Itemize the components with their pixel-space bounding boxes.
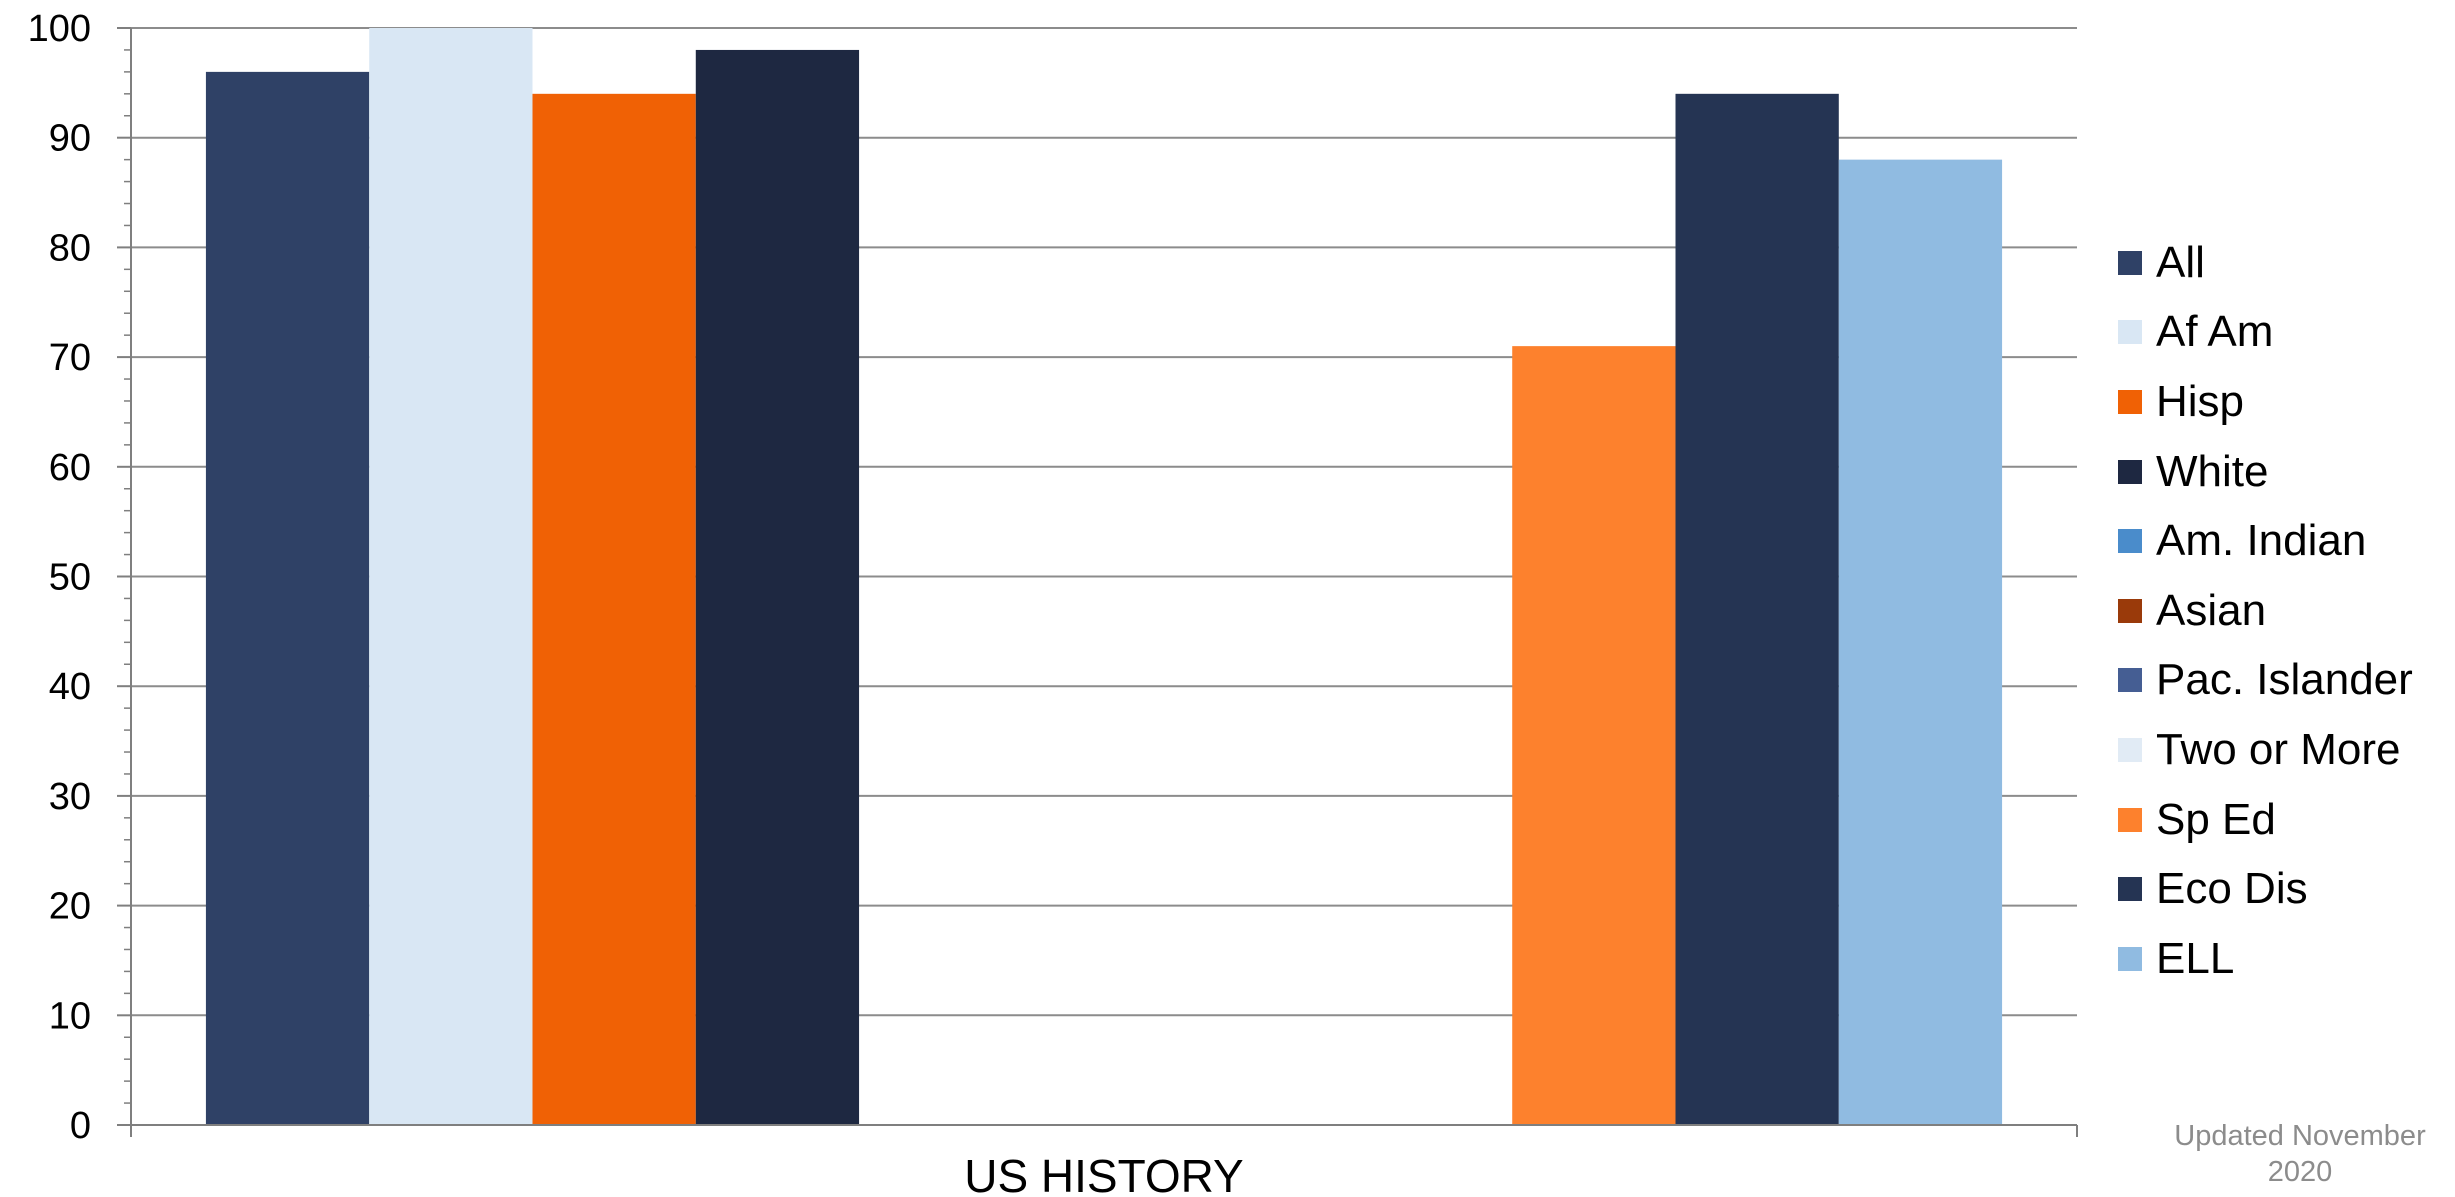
y-axis-minor-ticks	[124, 49, 131, 1104]
legend: All Af Am Hisp White Am. Indian Asian Pac. Isl…	[2118, 228, 2413, 994]
category-label: US HISTORY	[964, 1150, 1243, 1197]
legend-swatch	[2118, 320, 2142, 345]
legend-label: Hisp	[2156, 376, 2245, 426]
legend-label: All	[2156, 237, 2205, 287]
legend-item: Sp Ed	[2118, 785, 2413, 855]
y-tick-label: 10	[49, 995, 91, 1037]
y-tick-label: 60	[49, 447, 91, 489]
legend-item: Am. Indian	[2118, 506, 2413, 576]
y-tick-label: 50	[49, 557, 91, 599]
legend-item: Eco Dis	[2118, 854, 2413, 924]
legend-label: Sp Ed	[2156, 794, 2276, 844]
bar-white	[695, 49, 860, 1126]
x-axis-category-labels: US HISTORY	[964, 1150, 1243, 1197]
bar-ell	[1838, 159, 2003, 1125]
legend-item: ELL	[2118, 924, 2413, 994]
legend-label: Two or More	[2156, 724, 2401, 774]
legend-item: All	[2118, 228, 2413, 298]
y-tick-label: 70	[49, 337, 91, 379]
legend-swatch	[2118, 668, 2142, 693]
x-axis-ticks	[130, 1125, 2078, 1137]
y-tick-label: 40	[49, 666, 91, 708]
legend-item: Hisp	[2118, 367, 2413, 437]
legend-label: White	[2156, 446, 2269, 496]
bar-sp-ed	[1512, 346, 1676, 1125]
legend-swatch	[2118, 598, 2142, 623]
legend-swatch	[2118, 807, 2142, 832]
legend-swatch	[2118, 250, 2142, 275]
legend-label: Am. Indian	[2156, 516, 2367, 566]
y-tick-label: 90	[49, 118, 91, 160]
legend-swatch	[2118, 737, 2142, 762]
bar-af-am	[369, 28, 533, 1125]
y-axis-tick-labels: 0 10 20 30 40 50 60 70 80 90 100	[28, 8, 91, 1147]
legend-label: Pac. Islander	[2156, 655, 2413, 705]
legend-item: Af Am	[2118, 298, 2413, 368]
legend-swatch	[2118, 459, 2142, 484]
legend-label: Eco Dis	[2156, 864, 2308, 914]
legend-swatch	[2118, 877, 2142, 902]
bar-eco-dis	[1675, 93, 1839, 1126]
legend-swatch	[2118, 946, 2142, 971]
legend-swatch	[2118, 389, 2142, 414]
legend-item: Two or More	[2118, 715, 2413, 785]
legend-item: White	[2118, 437, 2413, 507]
legend-label: Af Am	[2156, 307, 2274, 357]
legend-swatch	[2118, 529, 2142, 554]
updated-note: Updated November 2020	[2174, 1120, 2426, 1189]
bar-hisp	[532, 93, 696, 1126]
y-tick-label: 80	[49, 227, 91, 269]
y-tick-label: 30	[49, 776, 91, 818]
bar-all	[205, 71, 370, 1125]
bars	[205, 28, 2003, 1126]
y-tick-label: 20	[49, 886, 91, 928]
y-tick-label: 100	[28, 8, 91, 50]
y-tick-label: 0	[70, 1105, 91, 1147]
legend-item: Pac. Islander	[2118, 646, 2413, 716]
legend-label: Asian	[2156, 585, 2267, 635]
legend-label: ELL	[2156, 933, 2235, 983]
legend-item: Asian	[2118, 576, 2413, 646]
